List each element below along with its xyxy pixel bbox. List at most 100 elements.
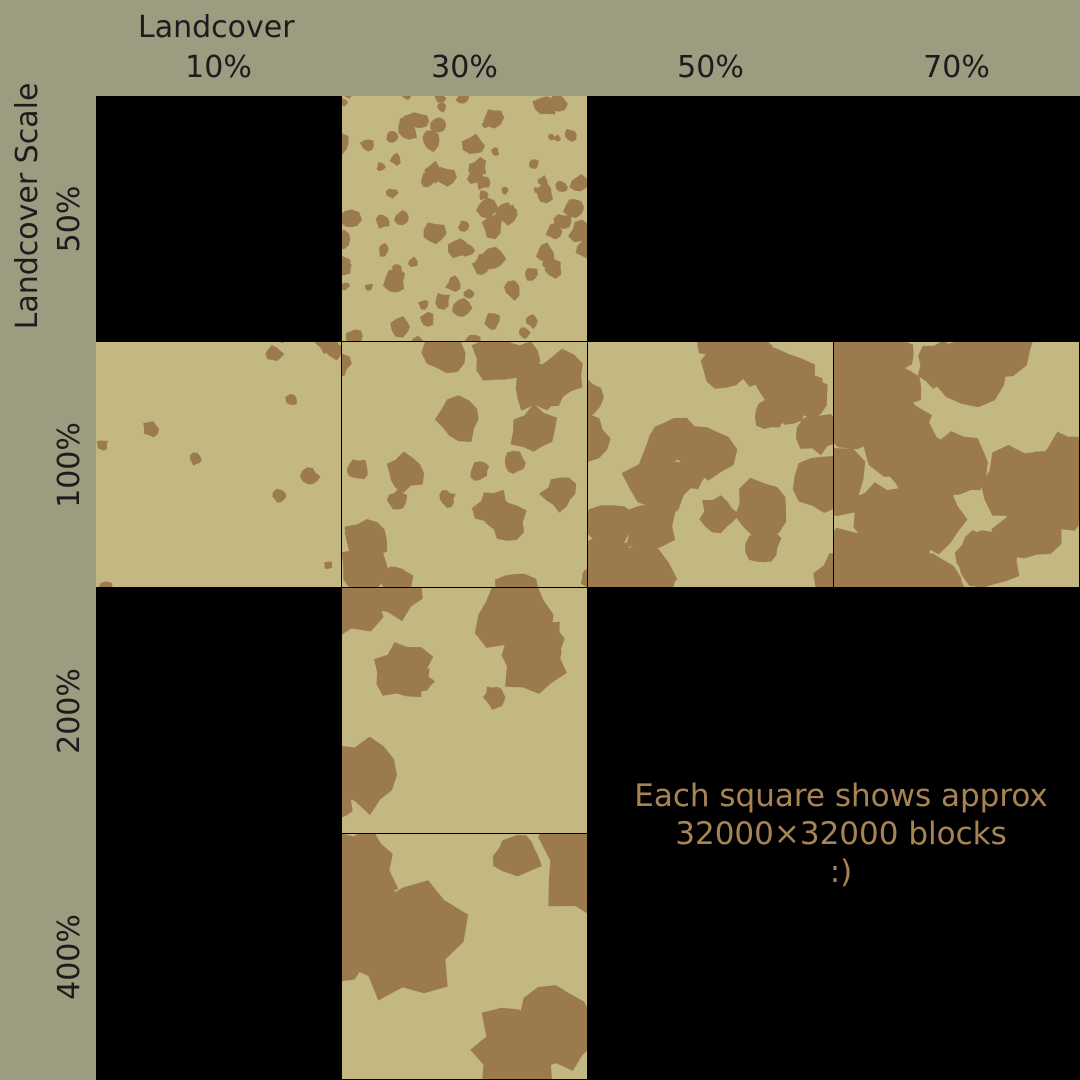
landcover-blob	[504, 450, 526, 474]
landcover-blob	[519, 327, 531, 340]
x-axis-title: Landcover	[138, 10, 295, 45]
row-label-200-text: 200%	[52, 668, 87, 754]
landcover-blob	[563, 199, 585, 218]
landcover-blob	[553, 134, 561, 142]
landcover-blob	[342, 353, 352, 377]
landcover-blob	[279, 342, 285, 344]
landcover-blob	[376, 162, 386, 171]
note-line-2: 32000×32000 blocks	[675, 816, 1007, 852]
landcover-blob	[389, 152, 401, 166]
landcover-blob	[364, 283, 373, 291]
landcover-blob	[385, 188, 399, 199]
landcover-blob	[390, 316, 411, 338]
tile-400-30	[342, 834, 587, 1079]
landcover-blob	[465, 334, 481, 341]
landcover-blob	[481, 246, 507, 270]
landcover-blob	[435, 293, 450, 310]
landcover-blob	[533, 187, 539, 194]
row-label-400-text: 400%	[52, 914, 87, 1000]
landcover-blob	[542, 257, 556, 270]
landcover-blob	[479, 190, 489, 201]
landcover-pattern	[342, 834, 587, 1079]
landcover-blob	[342, 229, 351, 250]
col-label-10: 10%	[185, 50, 252, 85]
landcover-blob	[525, 314, 538, 330]
landcover-blob	[495, 573, 538, 587]
landcover-blob	[745, 526, 782, 563]
landcover-blob	[670, 460, 707, 491]
landcover-blob	[452, 297, 473, 317]
landcover-blob	[476, 176, 491, 190]
landcover-blob	[471, 342, 516, 381]
landcover-blob	[1026, 446, 1079, 504]
landcover-pattern	[96, 342, 341, 587]
tile-100-50	[588, 342, 833, 587]
landcover-blob	[481, 214, 502, 240]
landcover-blob	[411, 335, 423, 341]
landcover-blob	[834, 447, 866, 516]
landcover-blob	[525, 268, 538, 281]
landcover-blob	[734, 477, 787, 536]
landcover-blob	[342, 917, 373, 982]
landcover-blob	[957, 530, 1020, 587]
note-line-3: :)	[829, 854, 853, 890]
landcover-blob	[529, 159, 539, 169]
landcover-blob	[482, 686, 506, 710]
landcover-blob	[532, 96, 557, 115]
landcover-pattern	[588, 342, 833, 587]
landcover-blob	[391, 462, 413, 484]
landcover-blob	[857, 391, 936, 477]
landcover-blob	[555, 180, 568, 192]
note-line-1: Each square shows approx	[634, 778, 1048, 814]
landcover-blob	[598, 543, 678, 587]
landcover-blob	[461, 244, 475, 257]
landcover-grid	[96, 96, 1080, 1080]
landcover-blob	[342, 282, 351, 291]
landcover-blob	[545, 222, 563, 240]
landcover-blob	[430, 117, 447, 133]
landcover-blob	[514, 985, 587, 1071]
landcover-blob	[359, 139, 375, 152]
landcover-blob	[792, 456, 833, 513]
landcover-blob	[538, 834, 587, 914]
landcover-blob	[927, 447, 978, 496]
landcover-blob	[342, 133, 349, 155]
landcover-blob	[386, 131, 399, 143]
tile-100-70	[834, 342, 1079, 587]
landcover-blob	[537, 174, 548, 188]
landcover-blob	[342, 98, 349, 107]
landcover-blob	[588, 413, 611, 462]
landcover-blob	[813, 553, 833, 587]
landcover-pattern	[342, 96, 587, 341]
landcover-blob	[575, 239, 587, 259]
landcover-blob	[436, 166, 457, 187]
landcover-blob	[445, 275, 461, 293]
landcover-blob	[324, 561, 333, 570]
landcover-blob	[515, 362, 557, 411]
landcover-blob	[501, 615, 567, 694]
landcover-blob	[421, 342, 466, 374]
landcover-blob	[550, 96, 568, 112]
landcover-blob	[538, 477, 577, 513]
landcover-blob	[342, 786, 353, 818]
landcover-blob	[420, 172, 435, 188]
landcover-blob	[299, 467, 321, 485]
landcover-blob	[393, 209, 409, 226]
landcover-blob	[285, 395, 294, 405]
landcover-blob	[510, 403, 557, 452]
landcover-blob	[892, 553, 962, 587]
landcover-pattern	[342, 588, 567, 818]
landcover-blob	[345, 329, 363, 341]
landcover-blob	[346, 459, 368, 480]
landcover-blob	[866, 357, 922, 415]
landcover-blob	[645, 417, 696, 462]
tile-200-30	[342, 588, 587, 833]
landcover-blob	[564, 128, 577, 142]
landcover-blob	[314, 342, 338, 354]
col-label-30: 30%	[431, 50, 498, 85]
landcover-blob	[491, 147, 500, 156]
tile-100-30	[342, 342, 587, 587]
landcover-blob	[189, 452, 202, 466]
landcover-blob	[383, 268, 406, 293]
landcover-blob	[143, 421, 159, 438]
